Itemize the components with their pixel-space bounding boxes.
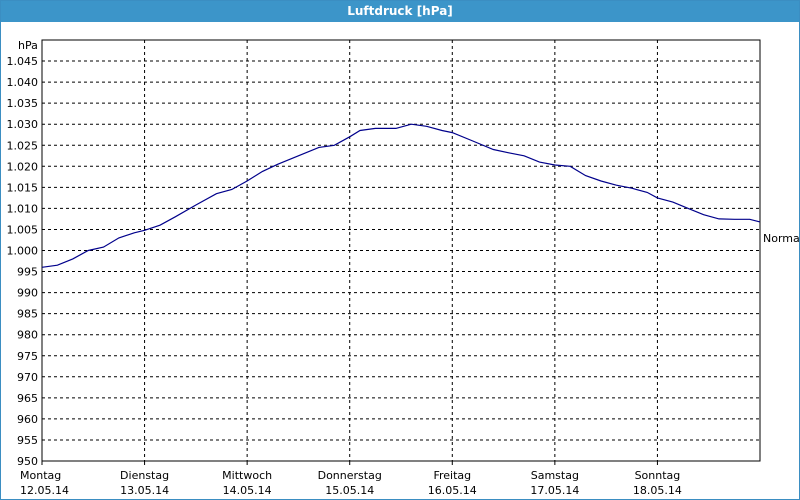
x-tick-day-label: Freitag <box>433 469 471 482</box>
x-tick-day-label: Sonntag <box>635 469 681 482</box>
x-tick-date-label: 18.05.14 <box>633 484 682 497</box>
x-tick-date-label: 15.05.14 <box>325 484 374 497</box>
x-tick-day-label: Mittwoch <box>222 469 272 482</box>
window-title: Luftdruck [hPa] <box>1 1 799 22</box>
y-tick-label: 950 <box>17 455 38 468</box>
x-tick-date-label: 14.05.14 <box>223 484 272 497</box>
y-tick-label: 960 <box>17 413 38 426</box>
y-tick-label: 985 <box>17 308 38 321</box>
x-axis: Montag 12.05.14 Dienstag 13.05.14 Mittwoch 14… <box>20 461 682 497</box>
y-axis: 950 955 960 965 970 975 980 985 990 995 1.000 1.005… <box>7 55 39 468</box>
chart-grid <box>42 40 760 461</box>
y-tick-label: 965 <box>17 392 38 405</box>
x-tick-date-label: 16.05.14 <box>428 484 477 497</box>
x-tick-day-label: Montag <box>20 469 61 482</box>
y-tick-label: 995 <box>17 266 38 279</box>
y-tick-label: 970 <box>17 371 38 384</box>
y-tick-label: 975 <box>17 350 38 363</box>
y-tick-label: 1.000 <box>7 245 39 258</box>
plot-area-border <box>41 39 761 462</box>
y-tick-label: 990 <box>17 287 38 300</box>
y-tick-label: 1.015 <box>7 181 39 194</box>
annotation-normal: Normal <box>763 232 800 245</box>
series-line <box>41 123 761 268</box>
x-tick-day-label: Dienstag <box>120 469 169 482</box>
x-tick-date-label: 12.05.14 <box>20 484 69 497</box>
y-tick-label: 1.005 <box>7 223 39 236</box>
x-tick-day-label: Samstag <box>531 469 579 482</box>
y-tick-label: 1.025 <box>7 139 39 152</box>
y-tick-label: 980 <box>17 329 38 342</box>
y-tick-label: 1.040 <box>7 76 39 89</box>
y-tick-label: 1.045 <box>7 55 39 68</box>
y-tick-label: 1.030 <box>7 118 39 131</box>
x-tick-day-label: Donnerstag <box>318 469 382 482</box>
y-tick-label: 1.035 <box>7 97 39 110</box>
y-tick-label: 955 <box>17 434 38 447</box>
y-tick-label: 1.010 <box>7 202 39 215</box>
x-tick-date-label: 13.05.14 <box>120 484 169 497</box>
x-tick-date-label: 17.05.14 <box>530 484 579 497</box>
y-tick-label: 1.020 <box>7 160 39 173</box>
y-axis-label: hPa <box>18 39 38 52</box>
